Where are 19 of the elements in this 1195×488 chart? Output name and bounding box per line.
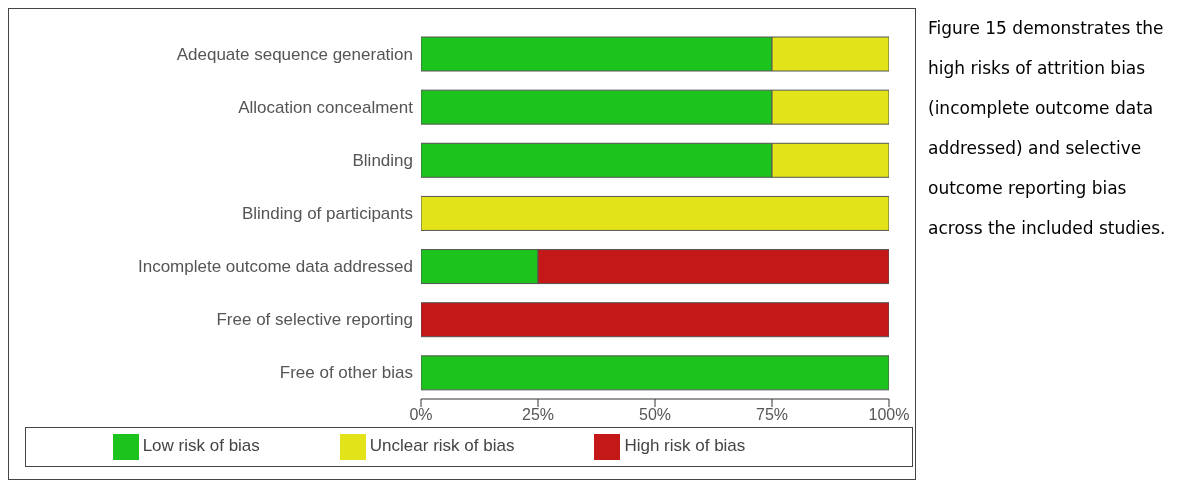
y-tick-label: Free of selective reporting [216,310,413,330]
y-tick-label: Adequate sequence generation [176,44,413,64]
x-tick-label: 25% [521,406,555,424]
caption: Figure 15 demonstrates the high risks of attrition bias (incomplete outcome data addressed) and selective outcome reporting bias across the included studies. [928,17,1167,240]
legend-label: Low risk of bias [142,436,260,456]
x-tick-label: 50% [638,406,672,424]
y-tick-label: Free of other bias [279,363,413,383]
y-tick-label: Allocation concealment [238,97,414,117]
bar [421,302,889,338]
x-tick-label: 100% [868,406,910,424]
y-tick-label: Blinding of participants [241,204,413,224]
y-tick-label: Blinding [352,150,413,170]
bar [421,355,889,391]
legend-label: Unclear risk of bias [369,436,515,456]
x-tick-label: 0% [409,406,433,424]
y-tick-label: Incomplete outcome data addressed [137,257,413,277]
legend-label: High risk of bias [624,436,746,456]
bar [421,195,889,231]
x-tick-label: 75% [755,406,789,424]
